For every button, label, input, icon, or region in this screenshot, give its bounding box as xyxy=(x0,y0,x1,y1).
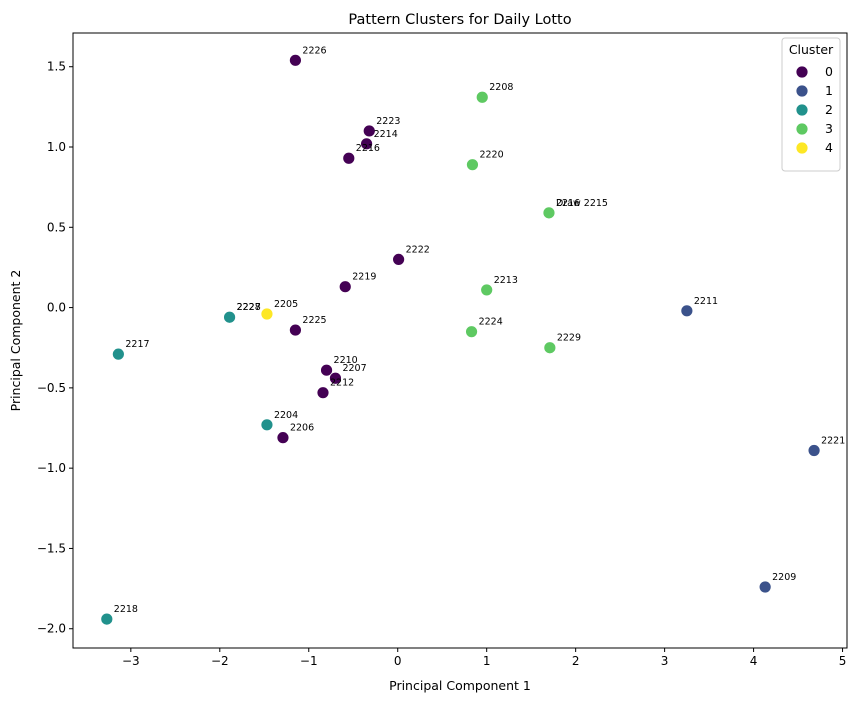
data-point xyxy=(223,310,236,324)
legend-label: 4 xyxy=(825,140,833,155)
y-tick-label: 0.0 xyxy=(47,301,66,315)
x-tick-label: −2 xyxy=(211,654,229,668)
point-label: 2216 xyxy=(356,143,380,154)
data-point xyxy=(758,580,772,594)
point-label: 2205 xyxy=(274,299,298,310)
x-tick-label: 0 xyxy=(394,654,402,668)
y-tick-label: −1.5 xyxy=(37,541,66,555)
y-tick-label: −0.5 xyxy=(37,381,66,395)
chart-title: Pattern Clusters for Daily Lotto xyxy=(348,12,571,28)
y-tick-label: −2.0 xyxy=(37,622,66,636)
legend-marker xyxy=(795,103,809,117)
data-point xyxy=(392,253,406,266)
data-point xyxy=(100,612,114,626)
point-label: 2223 xyxy=(376,116,400,127)
point-label: 2206 xyxy=(290,423,314,434)
point-label: 2221 xyxy=(821,435,845,446)
data-point xyxy=(362,124,376,138)
data-point xyxy=(338,280,352,294)
y-axis-label: Principal Component 2 xyxy=(8,270,23,412)
point-label: 2226 xyxy=(302,45,326,56)
x-axis-label: Principal Component 1 xyxy=(389,678,531,693)
x-tick-label: −1 xyxy=(300,654,318,668)
point-label: 2227 xyxy=(237,302,261,313)
point-label: 2216 xyxy=(556,198,580,209)
point-label: Draw 2215 xyxy=(556,198,608,209)
data-point xyxy=(260,307,274,321)
legend-label: 2 xyxy=(825,102,833,117)
legend: Cluster 0 1 2 3 4 xyxy=(781,37,841,172)
legend-label: 3 xyxy=(825,121,833,136)
legend-marker xyxy=(795,141,809,155)
legend-label: 1 xyxy=(825,83,833,98)
data-point xyxy=(542,206,556,220)
data-point xyxy=(475,90,489,104)
data-point xyxy=(289,53,302,67)
data-point xyxy=(680,304,694,318)
data-point xyxy=(543,341,557,355)
point-label: 2219 xyxy=(352,272,376,283)
point-label: 2222 xyxy=(406,244,430,255)
point-label: 2218 xyxy=(114,604,138,615)
point-label: 2204 xyxy=(274,410,298,421)
point-label: 2207 xyxy=(342,363,366,374)
point-label: 2213 xyxy=(494,275,518,286)
data-point xyxy=(360,137,373,151)
y-axis: −2.0 −1.5 −1.0 −0.5 0.0 0.5 1.0 1.5 xyxy=(37,60,73,636)
x-tick-label: 5 xyxy=(839,654,847,668)
plot-frame xyxy=(72,32,848,649)
y-tick-label: −1.0 xyxy=(37,461,66,475)
legend-title: Cluster xyxy=(789,42,834,57)
point-label: 2208 xyxy=(489,82,513,93)
point-label: 2217 xyxy=(125,339,149,350)
legend-marker xyxy=(795,65,809,79)
data-point xyxy=(807,444,821,457)
data-point xyxy=(289,323,302,337)
y-tick-label: 1.0 xyxy=(47,140,66,154)
y-tick-label: 1.5 xyxy=(47,60,66,74)
data-point xyxy=(276,431,290,445)
x-tick-label: 3 xyxy=(661,654,669,668)
point-label: 2212 xyxy=(330,378,354,389)
data-point xyxy=(329,371,342,385)
point-label: 2229 xyxy=(557,333,581,344)
point-label: 2224 xyxy=(479,317,503,328)
x-axis: −3 −2 −1 0 1 2 3 4 5 xyxy=(122,648,846,668)
y-tick-label: 0.5 xyxy=(47,220,66,234)
data-point xyxy=(316,386,330,400)
point-label: 2225 xyxy=(302,315,326,326)
data-point xyxy=(342,151,356,165)
point-label: 2228 xyxy=(237,302,261,313)
x-tick-label: 1 xyxy=(483,654,491,668)
x-tick-label: −3 xyxy=(122,654,140,668)
point-label: 2214 xyxy=(374,129,398,140)
legend-marker xyxy=(795,84,809,98)
data-point xyxy=(480,283,494,297)
data-point xyxy=(466,158,479,172)
legend-marker xyxy=(795,122,809,136)
x-tick-label: 4 xyxy=(750,654,758,668)
x-tick-label: 2 xyxy=(572,654,580,668)
data-point xyxy=(260,418,274,432)
point-label: 2220 xyxy=(479,150,503,161)
data-point xyxy=(111,347,125,361)
legend-label: 0 xyxy=(825,64,833,79)
point-label: 2209 xyxy=(772,572,796,583)
point-label: 2210 xyxy=(334,355,358,366)
point-label: 2211 xyxy=(694,296,718,307)
data-point xyxy=(320,363,333,377)
data-point xyxy=(465,325,478,339)
